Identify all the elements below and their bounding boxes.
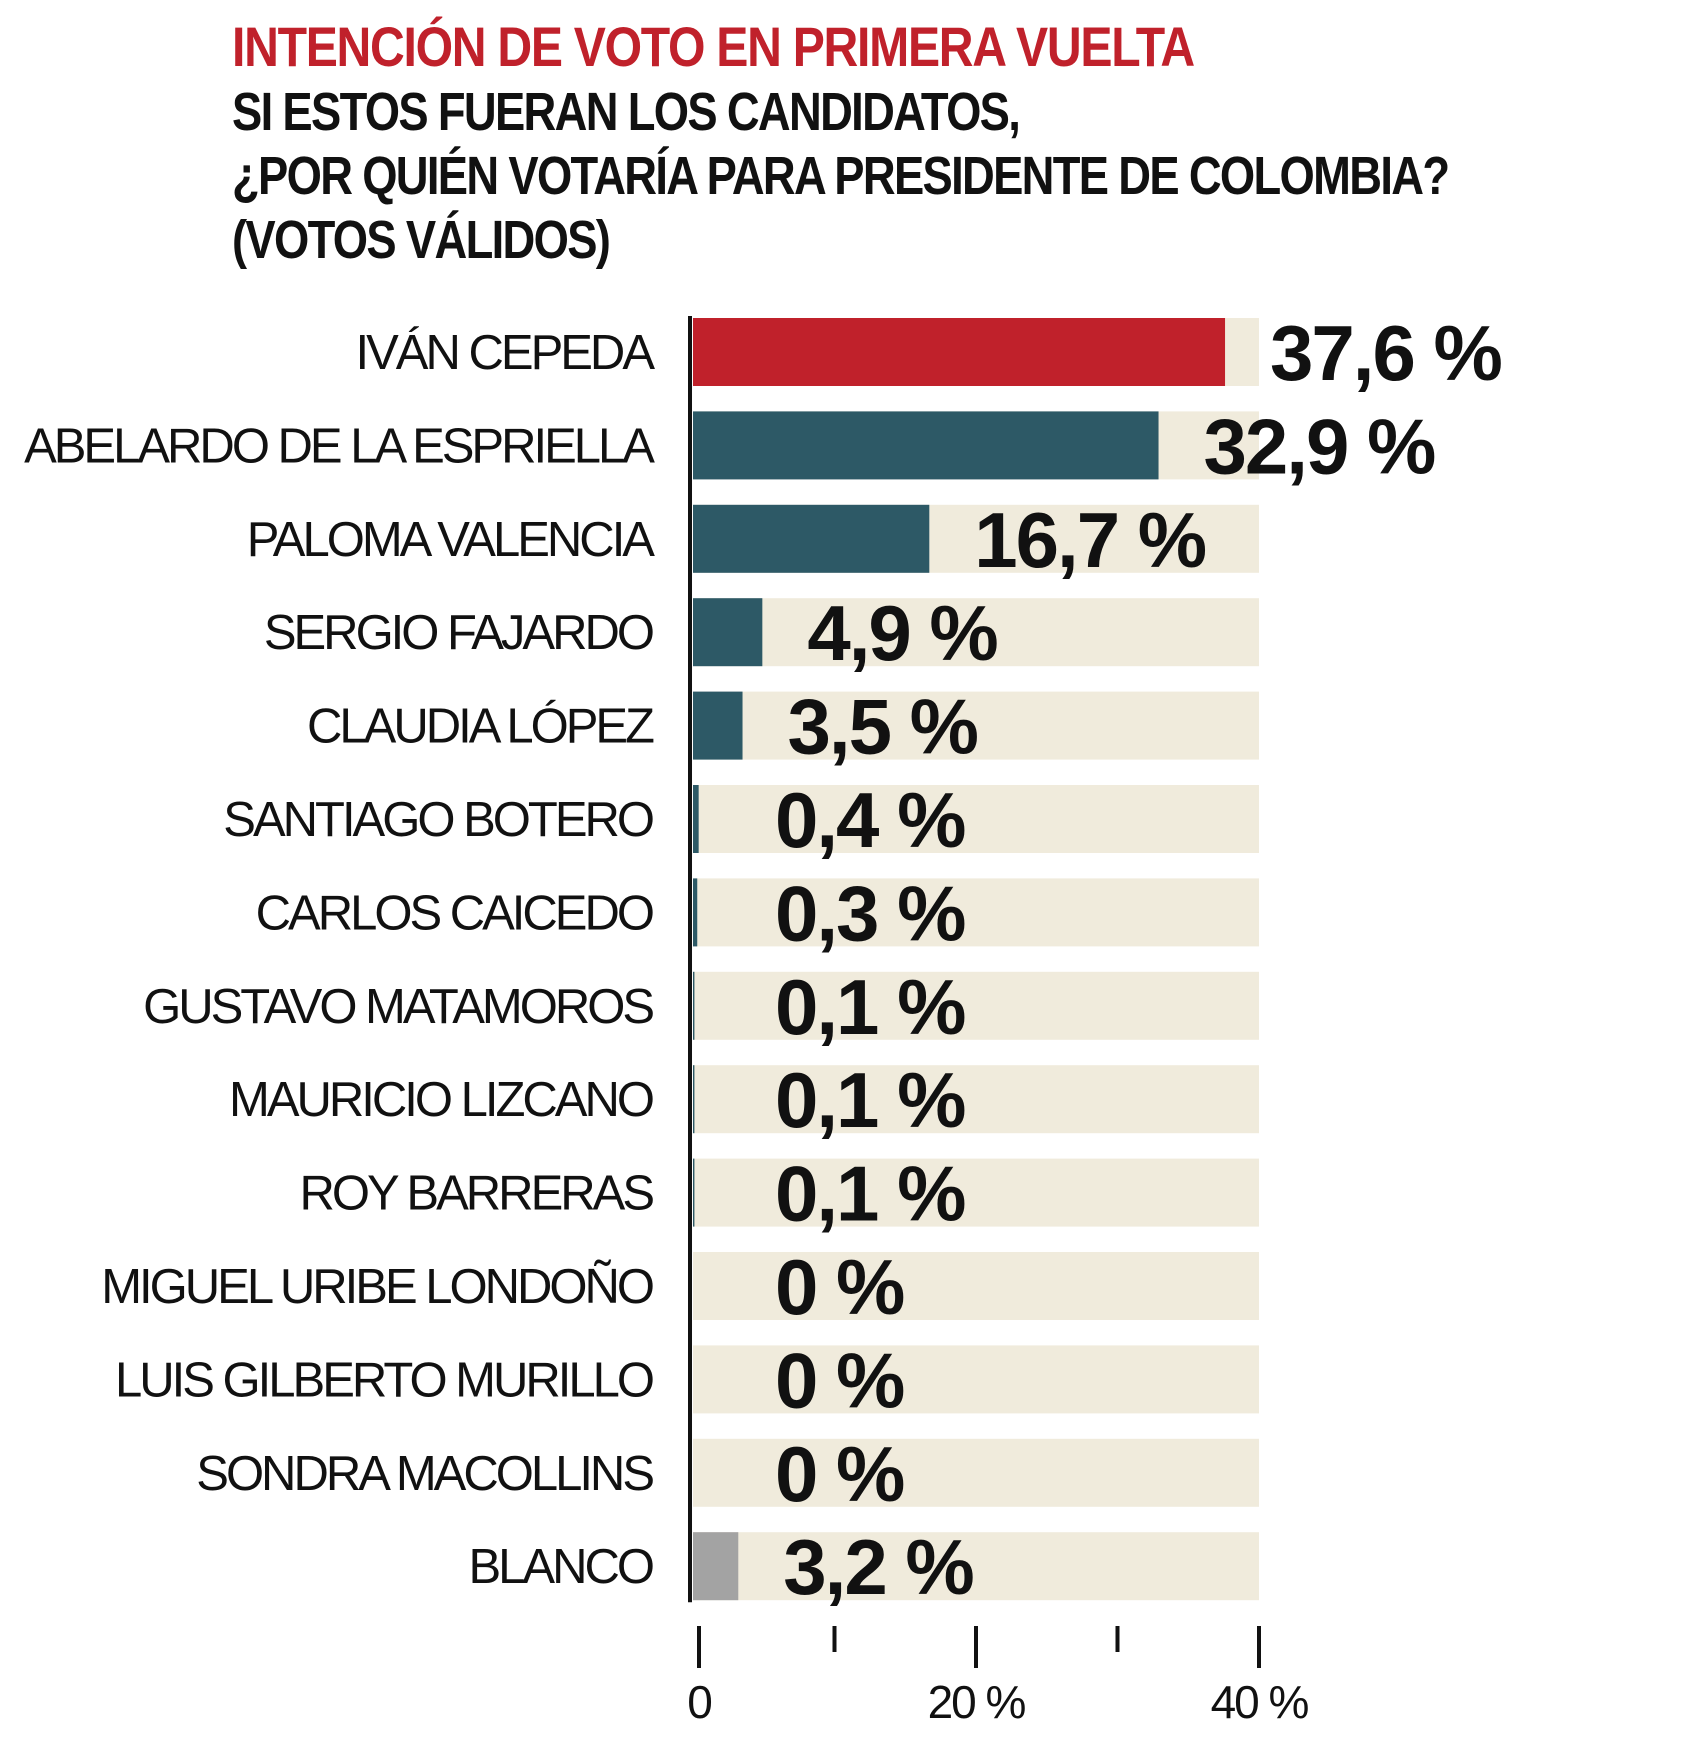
category-label: SANTIAGO BOTERO: [223, 793, 653, 847]
value-label: 0,1 %: [775, 1056, 965, 1144]
category-label: CARLOS CAICEDO: [256, 886, 653, 940]
bar-track: [693, 971, 1259, 1040]
bar: [693, 504, 930, 573]
category-label: MAURICIO LIZCANO: [229, 1073, 653, 1127]
category-label: CLAUDIA LÓPEZ: [307, 700, 654, 754]
bar-track: [693, 878, 1259, 947]
chart-title: INTENCIÓN DE VOTO EN PRIMERA VUELTA: [232, 15, 1195, 78]
category-label: SONDRA MACOLLINS: [196, 1447, 653, 1501]
bar: [693, 411, 1159, 480]
value-label: 3,2 %: [783, 1523, 973, 1611]
category-label: ABELARDO DE LA ESPRIELLA: [24, 419, 655, 473]
category-label: LUIS GILBERTO MURILLO: [115, 1353, 653, 1407]
value-label: 0,1 %: [775, 1150, 965, 1238]
category-label: IVÁN CEPEDA: [356, 326, 656, 380]
bar: [693, 785, 699, 853]
bar-track: [693, 785, 1259, 853]
value-label: 0,1 %: [775, 963, 965, 1051]
bar: [693, 1065, 695, 1134]
value-label: 32,9 %: [1204, 402, 1435, 490]
x-tick-label: 0: [687, 1676, 711, 1728]
bar-track: [693, 598, 1259, 667]
value-label: 0 %: [775, 1430, 904, 1518]
bar: [693, 971, 695, 1040]
bar: [693, 598, 763, 667]
bar: [693, 691, 743, 760]
category-label: ROY BARRERAS: [300, 1167, 654, 1221]
bar: [693, 878, 698, 947]
bar-track: [693, 1438, 1259, 1507]
bar-track: [693, 1345, 1259, 1414]
chart-subtitle: SI ESTOS FUERAN LOS CANDIDATOS, ¿POR QUI…: [232, 82, 1450, 270]
category-label: BLANCO: [468, 1540, 652, 1594]
value-label: 0,3 %: [775, 869, 965, 957]
value-label: 0 %: [775, 1243, 904, 1331]
bar-track: [693, 1532, 1259, 1601]
value-label: 37,6 %: [1270, 309, 1501, 397]
bar-track: [693, 691, 1259, 760]
category-label: GUSTAVO MATAMOROS: [143, 980, 653, 1034]
category-label: PALOMA VALENCIA: [247, 513, 656, 567]
bar-track: [693, 1252, 1259, 1320]
bar: [693, 1158, 695, 1227]
bar: [693, 318, 1226, 386]
category-label: MIGUEL URIBE LONDOÑO: [101, 1260, 653, 1314]
category-label: SERGIO FAJARDO: [264, 606, 653, 660]
value-label: 4,9 %: [807, 589, 997, 677]
value-label: 0 %: [775, 1336, 904, 1424]
value-label: 3,5 %: [788, 683, 978, 771]
chart-titles: INTENCIÓN DE VOTO EN PRIMERA VUELTA SI E…: [232, 14, 1652, 272]
bar-track: [693, 1158, 1259, 1227]
bar: [693, 1532, 739, 1601]
value-label: 16,7 %: [974, 496, 1205, 584]
value-label: 0,4 %: [775, 776, 965, 864]
x-tick-label: 20 %: [928, 1676, 1026, 1728]
bar-track: [693, 1065, 1259, 1134]
x-tick-label: 40 %: [1211, 1676, 1309, 1728]
